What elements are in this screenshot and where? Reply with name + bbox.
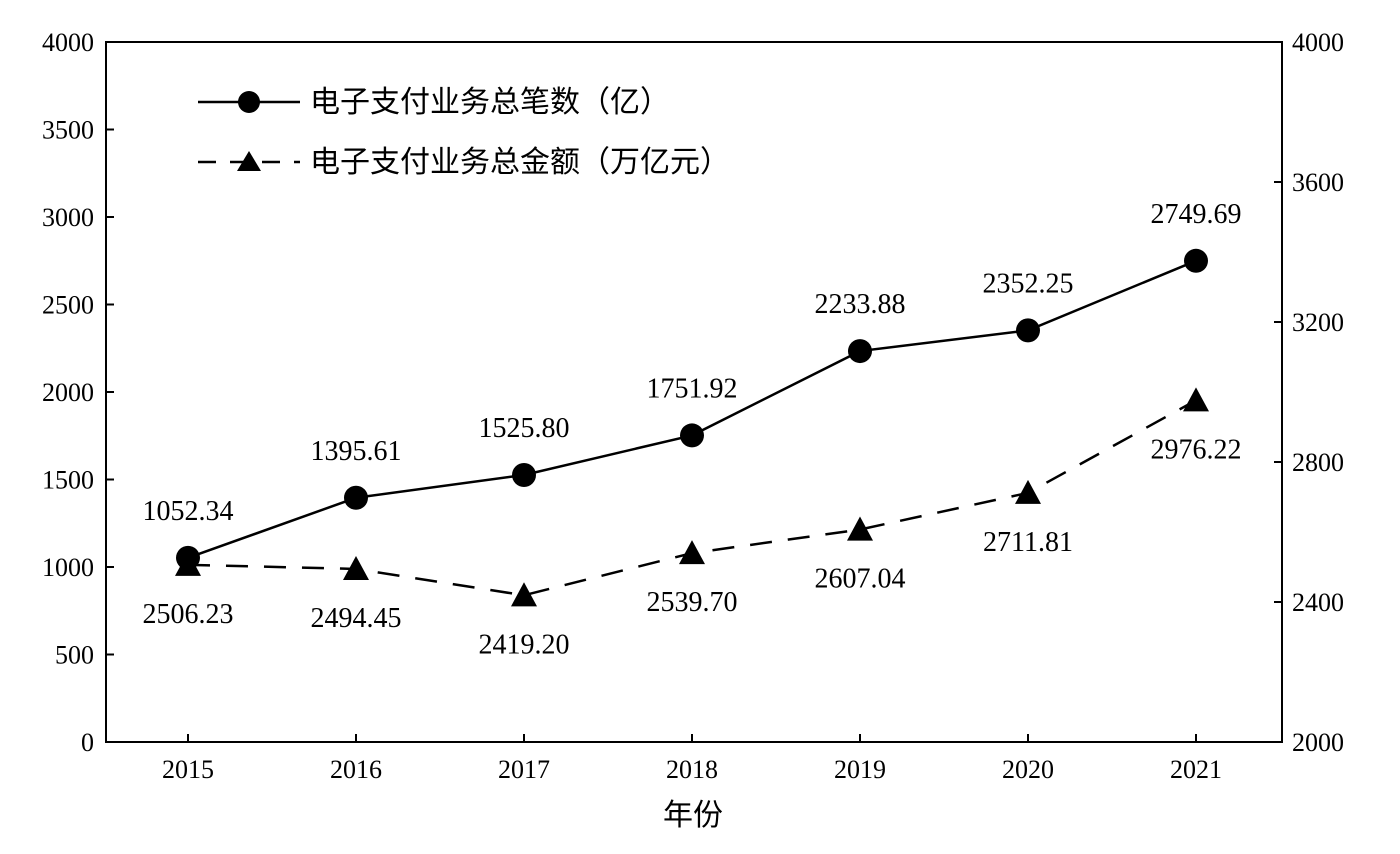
x-axis-tick-label: 2016 (330, 755, 382, 784)
left-axis-tick-label: 500 (55, 641, 94, 670)
data-label-count: 1751.92 (647, 373, 738, 404)
legend: 电子支付业务总笔数（亿） 电子支付业务总金额（万亿元） (198, 85, 730, 180)
series-line-count (187, 259, 1197, 560)
x-axis-tick-label: 2019 (834, 755, 886, 784)
data-point-amount (175, 551, 201, 576)
data-label-amount: 2539.70 (647, 587, 738, 618)
right-axis-tick-label: 2400 (1292, 588, 1344, 617)
right-axis-tick-label: 3600 (1292, 168, 1344, 197)
x-axis-title: 年份 (663, 798, 723, 833)
left-axis-tick-label: 2000 (42, 378, 94, 407)
data-label-count: 1395.61 (311, 436, 402, 467)
data-point-amount (511, 582, 537, 607)
data-point-count (1016, 318, 1040, 343)
left-axis-tick-label: 2500 (42, 291, 94, 320)
right-axis-tick-label: 4000 (1292, 28, 1344, 57)
data-label-amount: 2976.22 (1151, 434, 1242, 465)
data-label-amount: 2506.23 (143, 599, 234, 630)
right-axis-tick-label: 2000 (1292, 728, 1344, 757)
data-label-amount: 2711.81 (983, 527, 1073, 558)
data-point-amount (1183, 387, 1209, 412)
data-label-count: 2352.25 (983, 268, 1074, 299)
data-point-amount (679, 540, 705, 565)
data-point-count (512, 462, 536, 487)
legend-label-count: 电子支付业务总笔数（亿） (310, 85, 670, 120)
right-axis-tick-label: 3200 (1292, 308, 1344, 337)
left-axis-tick-label: 0 (81, 728, 94, 757)
data-label-amount: 2419.20 (479, 629, 570, 660)
data-point-count (680, 423, 704, 448)
axes: 0 500 1000 1500 2000 2500 3000 3500 4000 2000 2400… (42, 28, 1344, 784)
x-axis-tick-label: 2020 (1002, 755, 1054, 784)
left-axis-tick-label: 1500 (42, 466, 94, 495)
left-axis-tick-label: 1000 (42, 553, 94, 582)
right-axis-tick-label: 2800 (1292, 448, 1344, 477)
data-point-amount (343, 555, 369, 580)
legend-triangle-marker-icon (237, 151, 261, 171)
left-axis-tick-label: 4000 (42, 28, 94, 57)
data-point-amount (847, 516, 873, 541)
left-axis-tick-label: 3000 (42, 203, 94, 232)
legend-circle-marker-icon (238, 91, 260, 113)
x-axis-tick-label: 2015 (162, 755, 214, 784)
data-label-count: 1052.34 (143, 496, 234, 527)
x-axis-tick-label: 2018 (666, 755, 718, 784)
legend-label-amount: 电子支付业务总金额（万亿元） (310, 145, 730, 180)
data-label-count: 1525.80 (479, 413, 570, 444)
x-axis-tick-label: 2021 (1170, 755, 1222, 784)
data-label-amount: 2494.45 (311, 603, 402, 634)
data-label-count: 2749.69 (1151, 199, 1242, 230)
data-label-count: 2233.88 (815, 289, 906, 320)
x-axis-tick-label: 2017 (498, 755, 550, 784)
left-axis-tick-label: 3500 (42, 116, 94, 145)
data-point-amount (1015, 479, 1041, 504)
data-label-amount: 2607.04 (815, 564, 906, 595)
data-labels: 1052.34 1395.61 1525.80 1751.92 2233.88 2352.… (143, 199, 1242, 660)
data-point-count (848, 339, 872, 364)
series-markers (175, 248, 1209, 607)
data-point-count (344, 485, 368, 510)
data-point-count (1184, 248, 1208, 273)
